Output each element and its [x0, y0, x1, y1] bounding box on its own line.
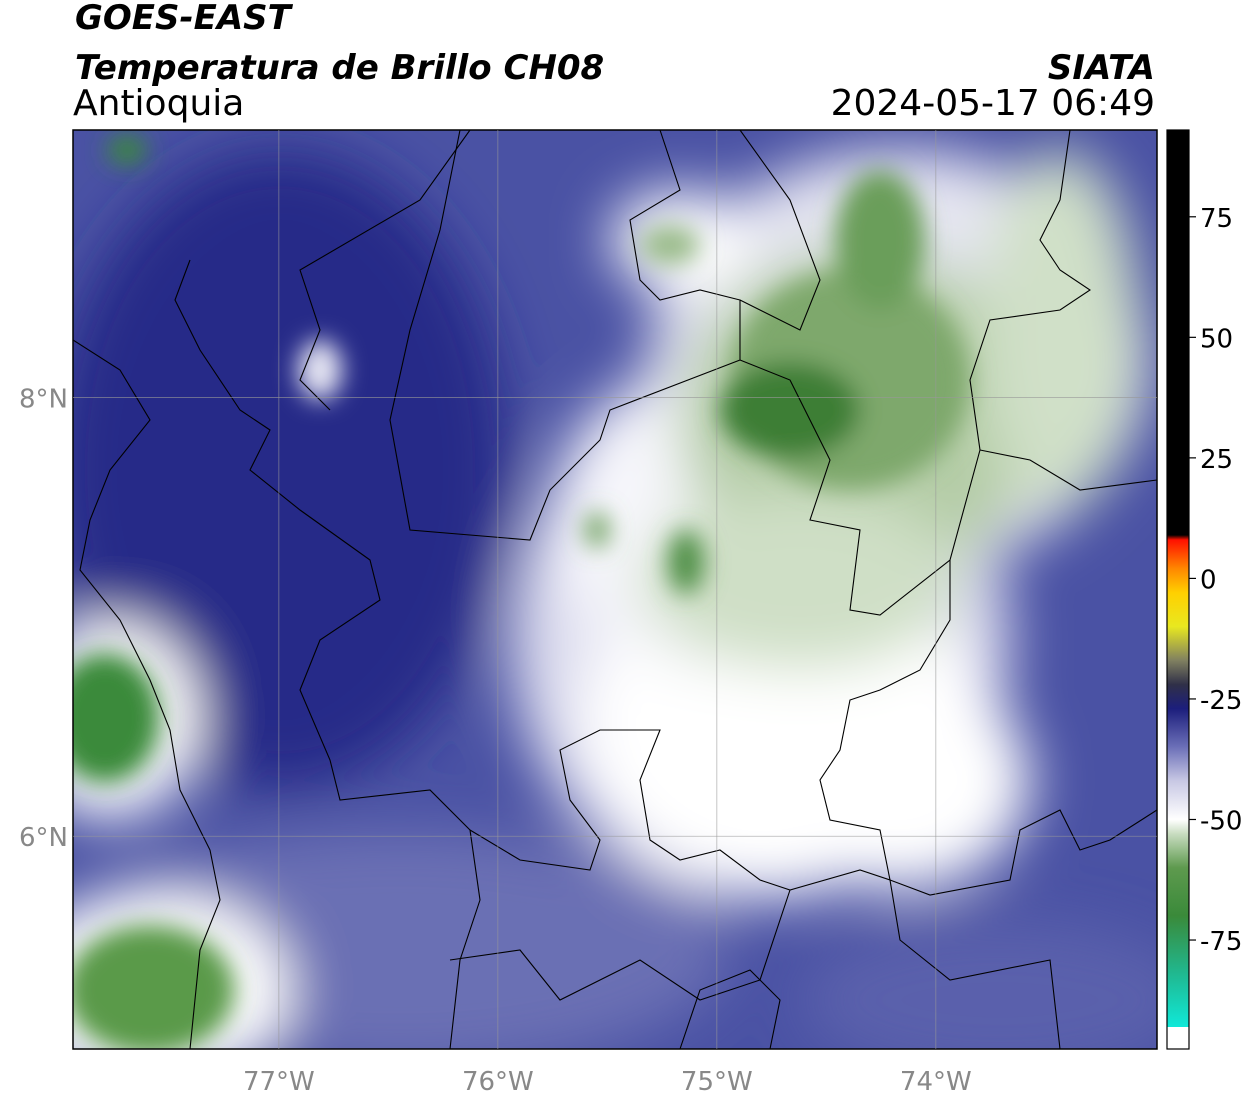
coastline — [73, 339, 221, 1049]
x-tick-label: 77°W — [243, 1067, 315, 1097]
colorbar-ticks: 75 50 25 0 -25 -50 -75 — [1189, 204, 1242, 957]
department-border — [469, 729, 1061, 1049]
colorbar — [1166, 129, 1190, 1050]
y-tick-label: 8°N — [19, 385, 68, 415]
map-frame — [72, 129, 1158, 1050]
y-tick-label: 6°N — [19, 823, 68, 853]
subtitle: Temperatura de Brillo CH08 — [75, 48, 604, 88]
department-border — [739, 130, 1091, 616]
borders — [73, 130, 1157, 1049]
colorbar-tick-label: 75 — [1200, 204, 1233, 234]
department-border — [389, 130, 741, 541]
department-border — [679, 969, 781, 1049]
title: GOES-EAST — [75, 0, 294, 38]
colorbar-tick-label: 25 — [1200, 445, 1233, 475]
x-tick-label: 76°W — [462, 1067, 534, 1097]
satellite-image — [73, 130, 1157, 1049]
datetime: 2024-05-17 06:49 — [831, 83, 1155, 124]
coastline — [174, 259, 481, 1049]
graticule — [73, 130, 1157, 1049]
source: SIATA — [1048, 48, 1155, 88]
department-border — [739, 130, 821, 331]
colorbar-tick-label: -25 — [1200, 686, 1242, 716]
colorbar-tick-label: -75 — [1200, 927, 1242, 957]
coastline — [299, 130, 471, 411]
department-border — [979, 449, 1157, 491]
x-tick-label: 75°W — [681, 1067, 753, 1097]
colorbar-tick-label: -50 — [1200, 806, 1242, 836]
colorbar-tick-label: 0 — [1200, 565, 1217, 595]
region: Antioquia — [73, 83, 244, 124]
department-border — [819, 560, 1157, 896]
x-tick-label: 74°W — [900, 1067, 972, 1097]
colorbar-tick-label: 50 — [1200, 324, 1233, 354]
